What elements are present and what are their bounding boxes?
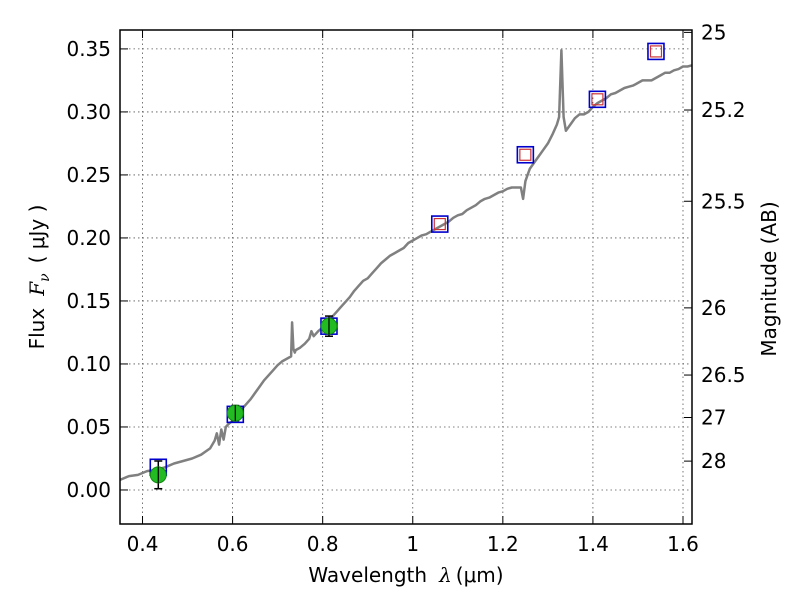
x-tick-label: 1.2 bbox=[487, 532, 519, 556]
x-tick-label: 1 bbox=[406, 532, 419, 556]
right-tick-label: 28 bbox=[701, 449, 726, 473]
x-tick-label: 0.4 bbox=[127, 532, 159, 556]
right-tick-label: 25.2 bbox=[701, 98, 746, 122]
right-tick-label: 25.5 bbox=[701, 189, 746, 213]
model-square-marker bbox=[647, 42, 665, 61]
x-tick-label: 0.6 bbox=[217, 532, 249, 556]
photometry-markers bbox=[149, 42, 665, 490]
right-tick-label: 26.5 bbox=[701, 363, 746, 387]
x-tick-label: 0.8 bbox=[307, 532, 339, 556]
spectrum-line-group bbox=[119, 48, 693, 482]
y-tick-label: 0.20 bbox=[66, 226, 111, 250]
tick-labels: 0.4 0.6 0.8 1 1.2 1.4 1.6 0.00 0.05 0.10 0.15 0.20 0… bbox=[66, 20, 745, 556]
x-tick-label: 1.6 bbox=[667, 532, 699, 556]
axis-ticks bbox=[120, 30, 692, 524]
model-square-marker bbox=[588, 90, 607, 109]
spectrum-line bbox=[119, 48, 693, 482]
x-axis-title: Wavelength λ (μm) bbox=[308, 563, 503, 587]
model-square-marker bbox=[516, 145, 535, 164]
right-axis-title: Magnitude (AB) bbox=[757, 201, 781, 356]
predicted-square-marker bbox=[649, 45, 663, 58]
predicted-square-marker bbox=[433, 217, 446, 231]
right-tick-label: 25 bbox=[701, 20, 726, 44]
y-tick-label: 0.05 bbox=[66, 415, 111, 439]
y-axis-title: FluxFν( μJy ) bbox=[25, 205, 53, 350]
predicted-square-marker bbox=[519, 148, 532, 161]
right-tick-label: 26 bbox=[701, 296, 726, 320]
model-square-marker bbox=[430, 215, 449, 233]
y-tick-label: 0.25 bbox=[66, 163, 111, 187]
grid-lines bbox=[120, 30, 692, 524]
y-tick-label: 0.35 bbox=[66, 37, 111, 61]
y-tick-label: 0.10 bbox=[66, 352, 111, 376]
y-tick-label: 0.30 bbox=[66, 100, 111, 124]
right-tick-label: 27 bbox=[701, 406, 726, 430]
plot-frame bbox=[119, 29, 693, 525]
predicted-square-marker bbox=[591, 93, 604, 106]
y-tick-label: 0.15 bbox=[66, 289, 111, 313]
y-tick-label: 0.00 bbox=[66, 478, 111, 502]
x-tick-label: 1.4 bbox=[577, 532, 609, 556]
